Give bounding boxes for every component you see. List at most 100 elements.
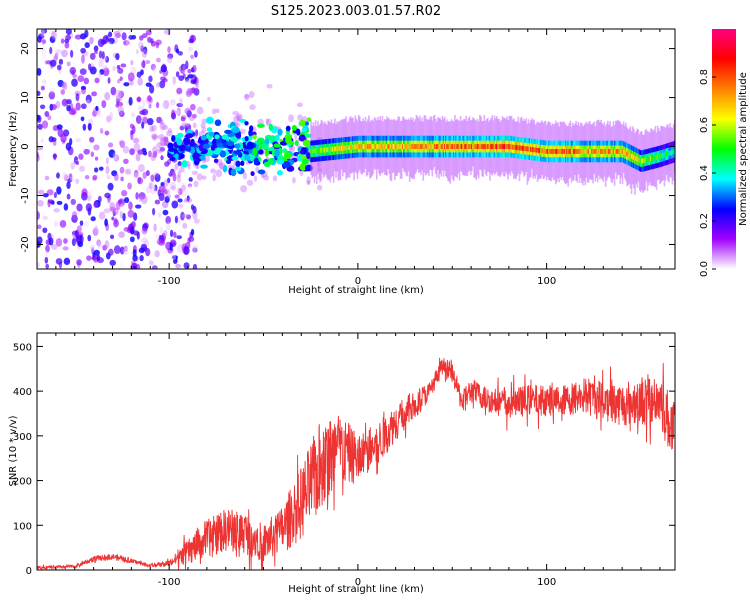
noise-speckle <box>155 101 160 109</box>
spectrogram-marks <box>37 29 675 269</box>
signal-core <box>631 154 634 160</box>
signal-core <box>443 144 446 149</box>
noise-speckle <box>161 63 166 70</box>
haze-speckle <box>149 125 155 133</box>
haze-speckle <box>179 166 185 173</box>
snr-xtick-label: 0 <box>355 577 361 588</box>
noise-speckle <box>169 243 173 251</box>
signal-core <box>607 149 609 154</box>
scatter-blob <box>208 131 215 137</box>
scatter-blob <box>273 143 282 148</box>
haze-speckle <box>242 171 247 180</box>
noise-speckle <box>76 259 82 266</box>
signal-core <box>569 149 572 154</box>
noise-speckle <box>113 217 118 225</box>
noise-speckle <box>113 30 121 36</box>
haze-speckle <box>239 128 246 134</box>
noise-speckle <box>167 46 171 54</box>
signal-core <box>611 149 614 154</box>
noise-speckle <box>159 226 164 236</box>
colorbar-ticks: 0.0 0.2 0.4 0.6 0.8 <box>699 69 716 277</box>
signal-core <box>420 144 422 149</box>
signal-core <box>503 144 506 149</box>
scatter-blob <box>205 116 214 124</box>
noise-speckle <box>184 79 191 85</box>
snr-ytick-label: 500 <box>13 342 32 353</box>
noise-speckle <box>112 152 118 161</box>
noise-speckle <box>92 227 99 236</box>
noise-speckle <box>169 181 176 189</box>
scatter-blob <box>235 160 241 167</box>
noise-speckle <box>61 49 68 58</box>
noise-speckle <box>87 191 92 199</box>
noise-speckle <box>98 71 102 80</box>
noise-speckle <box>148 103 152 109</box>
noise-speckle <box>188 185 192 193</box>
haze-speckle <box>246 179 254 186</box>
scatter-blob <box>276 170 283 176</box>
scatter-blob <box>274 149 280 158</box>
noise-speckle <box>165 215 172 225</box>
noise-speckle <box>87 194 94 200</box>
noise-speckle <box>156 123 163 129</box>
snr-axes: -100 0 100 0 100 200 300 400 500 <box>13 333 675 588</box>
noise-speckle <box>87 123 92 131</box>
signal-core <box>663 152 666 158</box>
noise-speckle <box>97 241 103 249</box>
noise-speckle <box>94 224 99 234</box>
noise-speckle <box>85 203 93 212</box>
noise-speckle <box>145 60 151 65</box>
scatter-blob <box>298 136 307 142</box>
signal-core <box>434 144 437 149</box>
noise-speckle <box>89 245 96 250</box>
noise-speckle <box>37 224 42 230</box>
noise-speckle <box>67 224 72 230</box>
noise-speckle <box>89 66 97 75</box>
signal-core <box>364 144 367 149</box>
noise-speckle <box>122 145 130 154</box>
signal-core <box>430 144 432 149</box>
signal-core <box>460 144 463 149</box>
signal-core <box>445 144 447 149</box>
noise-speckle <box>173 256 178 262</box>
haze-speckle <box>248 90 255 99</box>
noise-speckle <box>104 218 108 227</box>
noise-speckle <box>189 103 196 111</box>
signal-core <box>492 144 495 149</box>
noise-speckle <box>78 153 84 160</box>
signal-core <box>525 146 528 152</box>
signal-core <box>464 144 466 149</box>
noise-speckle <box>139 110 145 115</box>
noise-speckle <box>131 125 136 134</box>
signal-core <box>392 144 395 149</box>
noise-speckle <box>101 124 107 132</box>
signal-core <box>448 144 451 149</box>
noise-speckle <box>113 97 117 105</box>
signal-core <box>643 158 645 164</box>
signal-core <box>372 144 375 149</box>
haze-speckle <box>292 176 296 184</box>
snr-series-line <box>37 357 675 570</box>
haze-speckle <box>211 108 217 115</box>
haze-speckle <box>169 168 176 175</box>
signal-core <box>446 144 448 149</box>
noise-speckle <box>115 53 120 61</box>
haze-speckle <box>191 170 198 175</box>
noise-speckle <box>37 189 45 195</box>
noise-speckle <box>104 92 111 101</box>
scatter-blob <box>283 152 292 159</box>
signal-core <box>509 144 512 150</box>
scatter-blob <box>200 164 208 169</box>
noise-speckle <box>184 76 190 82</box>
noise-speckle <box>56 64 62 71</box>
haze-speckle <box>316 184 323 191</box>
signal-core <box>465 144 468 149</box>
signal-core <box>483 144 486 149</box>
scatter-blob <box>252 134 257 140</box>
noise-speckle <box>152 207 156 216</box>
haze-speckle <box>160 137 164 142</box>
noise-speckle <box>61 98 69 107</box>
signal-core <box>335 146 337 152</box>
signal-core <box>423 144 426 149</box>
signal-core <box>390 144 393 149</box>
